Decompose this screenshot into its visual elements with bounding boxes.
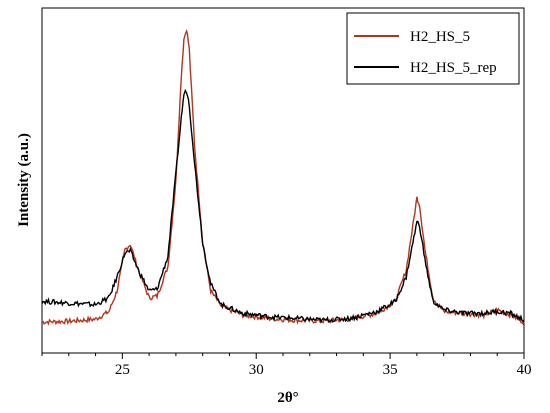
x-ticks: 25 30 35 40: [41, 353, 532, 378]
series-layer: [41, 28, 525, 326]
y-axis-title: Intensity (a.u.): [16, 133, 32, 227]
x-tick-label: 40: [517, 362, 532, 378]
x-tick-label: 35: [383, 362, 398, 378]
legend-label-h2-hs-5-rep: H2_HS_5_rep: [410, 60, 497, 76]
x-axis-title: 2θ°: [277, 390, 298, 406]
x-tick-label: 30: [249, 362, 264, 378]
x-tick-label: 25: [115, 362, 130, 378]
series-line-h2-hs-5-rep: [41, 88, 525, 324]
legend-box: [346, 12, 520, 85]
legend: H2_HS_5 H2_HS_5_rep: [346, 12, 520, 85]
legend-label-h2-hs-5: H2_HS_5: [410, 29, 470, 45]
